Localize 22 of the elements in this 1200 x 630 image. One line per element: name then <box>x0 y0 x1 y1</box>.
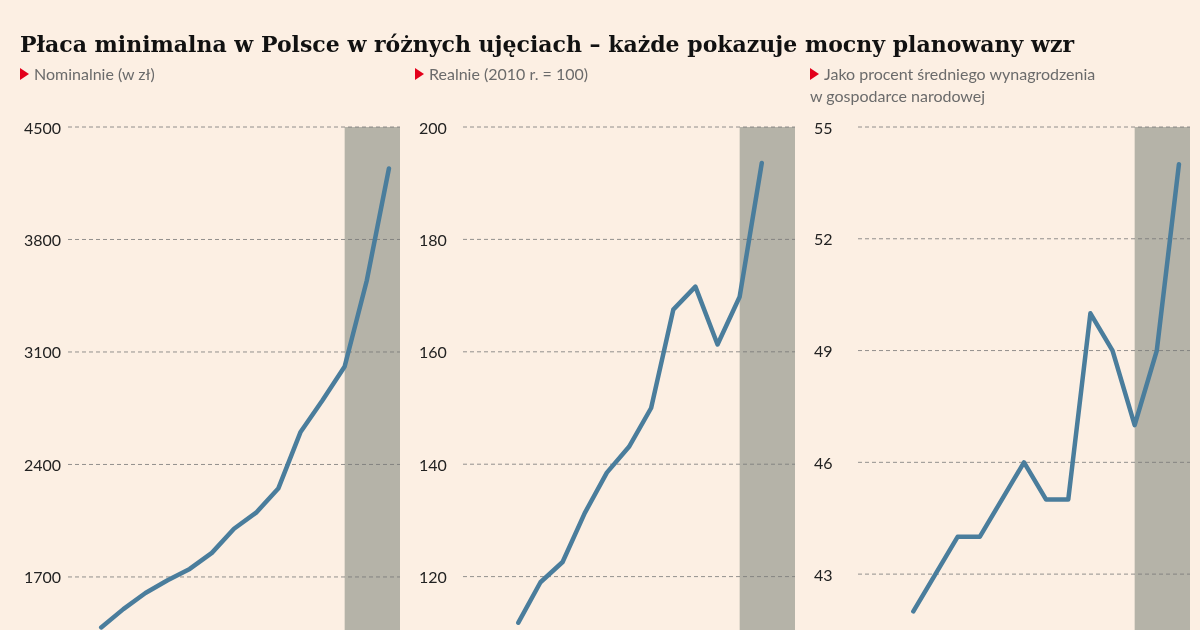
y-tick-label: 1700 <box>24 567 62 587</box>
chart-subtitle: Nominalnie (w zł) <box>34 64 155 83</box>
chart-subtitle: Realnie (2010 r. = 100) <box>429 64 589 83</box>
line-series <box>516 160 765 625</box>
line-series <box>98 166 392 630</box>
y-tick-label: 55 <box>814 117 833 137</box>
text: Płaca minimalna w Polsce w różnych ujęciach – każde pokazuje mocny planowany wzr <box>20 31 1075 57</box>
y-tick-label: 140 <box>419 454 447 474</box>
y-tick-label: 200 <box>419 117 447 137</box>
y-tick-label: 160 <box>419 342 447 362</box>
y-tick-label: 2400 <box>24 454 62 474</box>
y-tick-label: 49 <box>814 341 833 361</box>
y-tick-label: 43 <box>814 564 833 584</box>
y-tick-label: 3800 <box>24 229 62 249</box>
chart-subtitle: Jako procent średniego wynagrodzenia w gospodarce narodowej <box>810 64 1096 105</box>
y-tick-label: 52 <box>814 229 833 249</box>
y-tick-label: 180 <box>419 229 447 249</box>
y-tick-label: 3100 <box>24 342 62 362</box>
y-tick-label: 46 <box>814 452 833 472</box>
y-tick-label: 120 <box>419 567 447 587</box>
y-tick-label: 4500 <box>24 117 62 137</box>
line-series <box>911 162 1182 614</box>
